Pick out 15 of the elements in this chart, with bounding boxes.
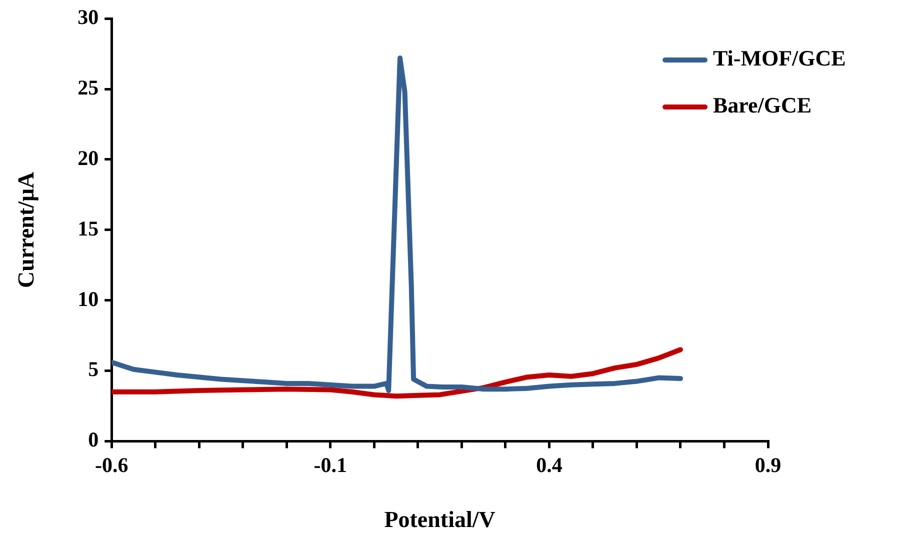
y-tick-label: 0 — [88, 428, 99, 452]
x-tick-label: -0.1 — [314, 453, 348, 478]
y-tick-label: 10 — [78, 286, 99, 311]
y-tick-label: 20 — [78, 146, 99, 170]
y-tick-label: 30 — [78, 5, 99, 30]
x-tick-label: 0.4 — [536, 453, 563, 478]
legend-label: Ti-MOF/GCE — [713, 46, 846, 71]
y-tick-label: 15 — [78, 216, 99, 240]
legend-label: Bare/GCE — [713, 92, 812, 118]
x-tick-label: 0.9 — [754, 453, 782, 478]
y-tick-label: 25 — [78, 75, 99, 100]
x-axis-title: Potential/V — [384, 507, 496, 532]
y-axis-title: Current/μA — [14, 171, 39, 288]
x-tick-label: -0.6 — [94, 453, 128, 478]
y-tick-label: 5 — [88, 357, 99, 382]
